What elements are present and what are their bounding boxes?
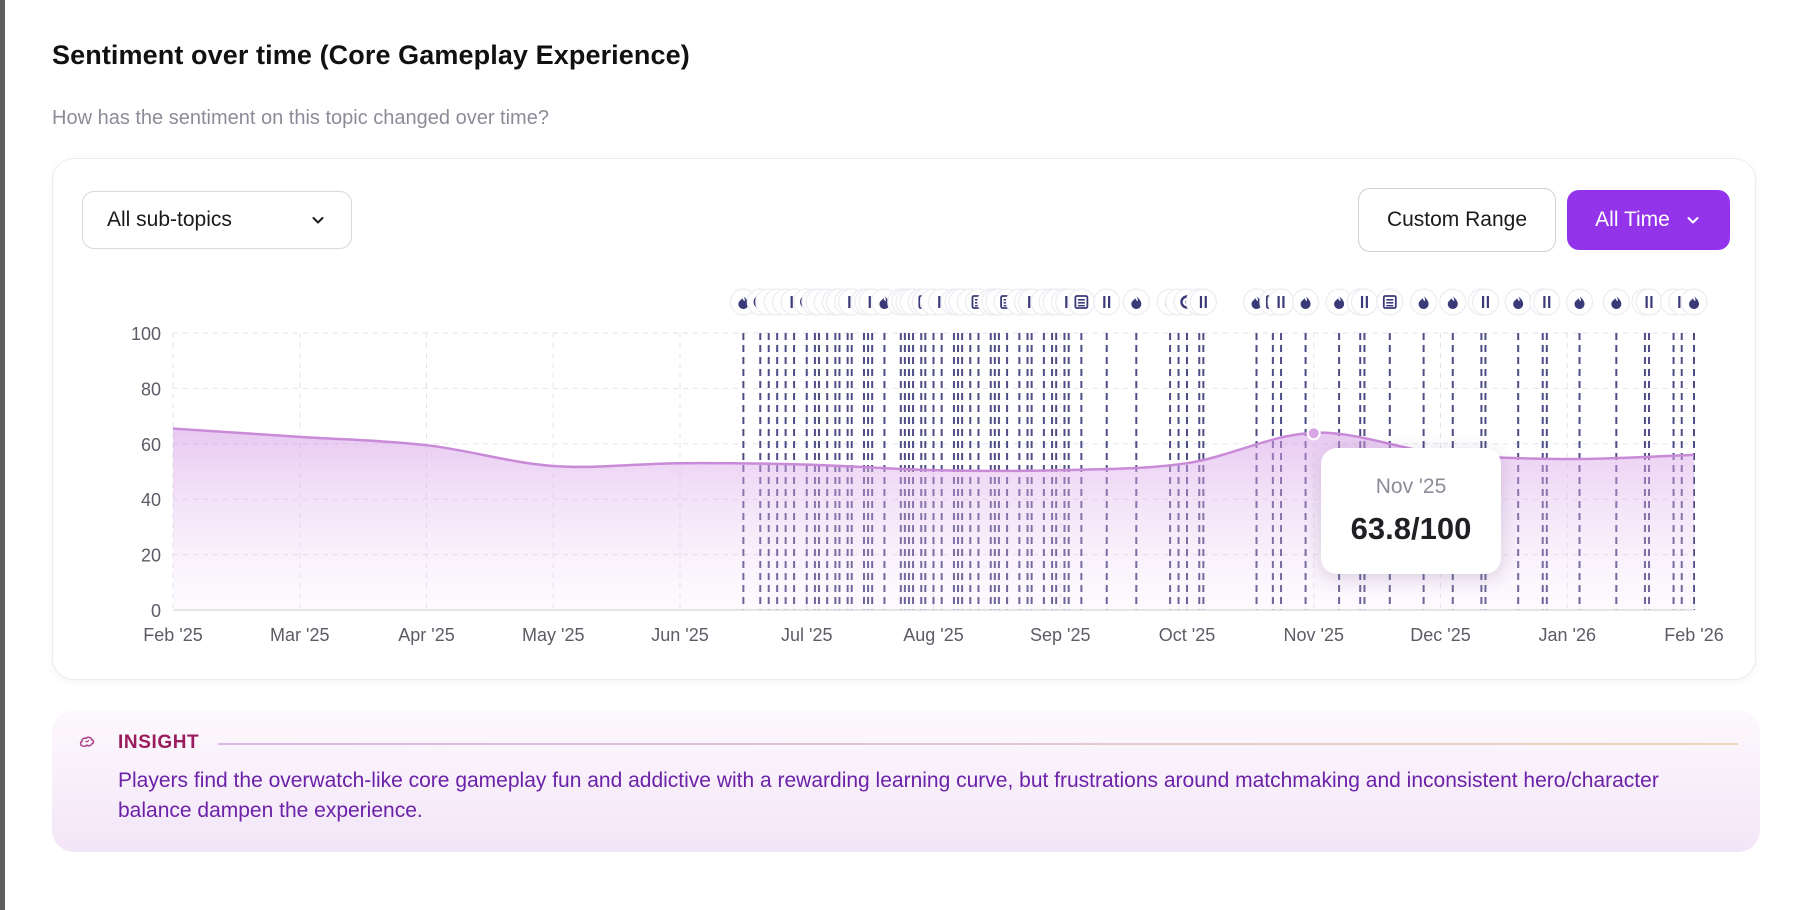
x-tick-label: Jun '25 xyxy=(651,625,708,645)
custom-range-button[interactable]: Custom Range xyxy=(1358,188,1556,252)
all-time-label: All Time xyxy=(1595,208,1670,231)
x-tick-label: Apr '25 xyxy=(398,625,454,645)
insight-label: INSIGHT xyxy=(118,732,200,753)
tooltip-value: 63.8/100 xyxy=(1350,511,1472,546)
x-tick-label: Feb '25 xyxy=(143,625,202,645)
x-tick-label: Jan '26 xyxy=(1539,625,1596,645)
page-title: Sentiment over time (Core Gameplay Exper… xyxy=(52,40,690,70)
subtopic-select[interactable]: All sub-topics xyxy=(82,191,352,249)
event-marker-badge xyxy=(1471,288,1500,316)
y-tick-label: 60 xyxy=(141,435,161,455)
sentiment-chart: 0 20 40 60 80 100 Feb '25 Mar '25 Apr '25 May '25… xyxy=(131,288,1724,645)
x-tick-label: Jul '25 xyxy=(781,625,832,645)
chevron-down-icon xyxy=(1687,217,1699,224)
page-subtitle: How has the sentiment on this topic chan… xyxy=(52,107,549,129)
y-tick-label: 40 xyxy=(141,490,161,510)
all-time-button[interactable]: All Time xyxy=(1567,190,1730,250)
y-tick-label: 100 xyxy=(131,324,161,344)
x-tick-label: Nov '25 xyxy=(1284,625,1344,645)
window-edge xyxy=(0,0,5,910)
event-marker-badge xyxy=(1189,288,1217,316)
chart-tooltip: Nov '25 63.8/100 xyxy=(1321,448,1501,574)
y-tick-label: 20 xyxy=(141,546,161,566)
y-tick-label: 80 xyxy=(141,379,161,399)
x-tick-label: May '25 xyxy=(522,625,584,645)
subtopic-select-value: All sub-topics xyxy=(107,208,232,231)
event-marker-badge xyxy=(1093,288,1121,316)
event-marker-badge xyxy=(1635,288,1663,316)
event-marker-badge xyxy=(1267,288,1295,316)
x-tick-label: Oct '25 xyxy=(1159,625,1215,645)
event-marker-badge xyxy=(1350,288,1379,316)
insight-text: Players find the overwatch-like core gam… xyxy=(118,769,1659,822)
insight-panel xyxy=(52,710,1760,852)
event-marker-badge xyxy=(1533,288,1561,316)
x-tick-label: Mar '25 xyxy=(270,625,329,645)
insight-divider xyxy=(218,743,1738,745)
y-tick-label: 0 xyxy=(151,601,161,621)
x-tick-label: Sep '25 xyxy=(1030,625,1091,645)
x-tick-label: Feb '26 xyxy=(1664,625,1723,645)
tooltip-label: Nov '25 xyxy=(1375,475,1447,498)
highlight-point xyxy=(1306,426,1321,441)
x-tick-label: Aug '25 xyxy=(903,625,964,645)
x-tick-label: Dec '25 xyxy=(1410,625,1470,645)
chevron-down-icon xyxy=(312,217,324,224)
brain-icon xyxy=(79,736,95,748)
sentiment-area xyxy=(173,428,1694,610)
